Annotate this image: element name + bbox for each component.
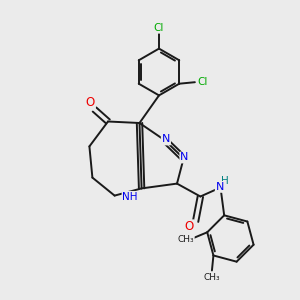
Text: Cl: Cl [154, 22, 164, 33]
Text: N: N [216, 182, 224, 192]
Text: NH: NH [122, 192, 138, 202]
Text: CH₃: CH₃ [177, 235, 194, 244]
Text: Cl: Cl [197, 77, 208, 87]
Text: CH₃: CH₃ [204, 274, 220, 283]
Text: N: N [180, 152, 189, 163]
Text: N: N [162, 134, 170, 145]
Text: O: O [86, 96, 95, 110]
Text: O: O [184, 220, 194, 233]
Text: H: H [221, 176, 229, 186]
